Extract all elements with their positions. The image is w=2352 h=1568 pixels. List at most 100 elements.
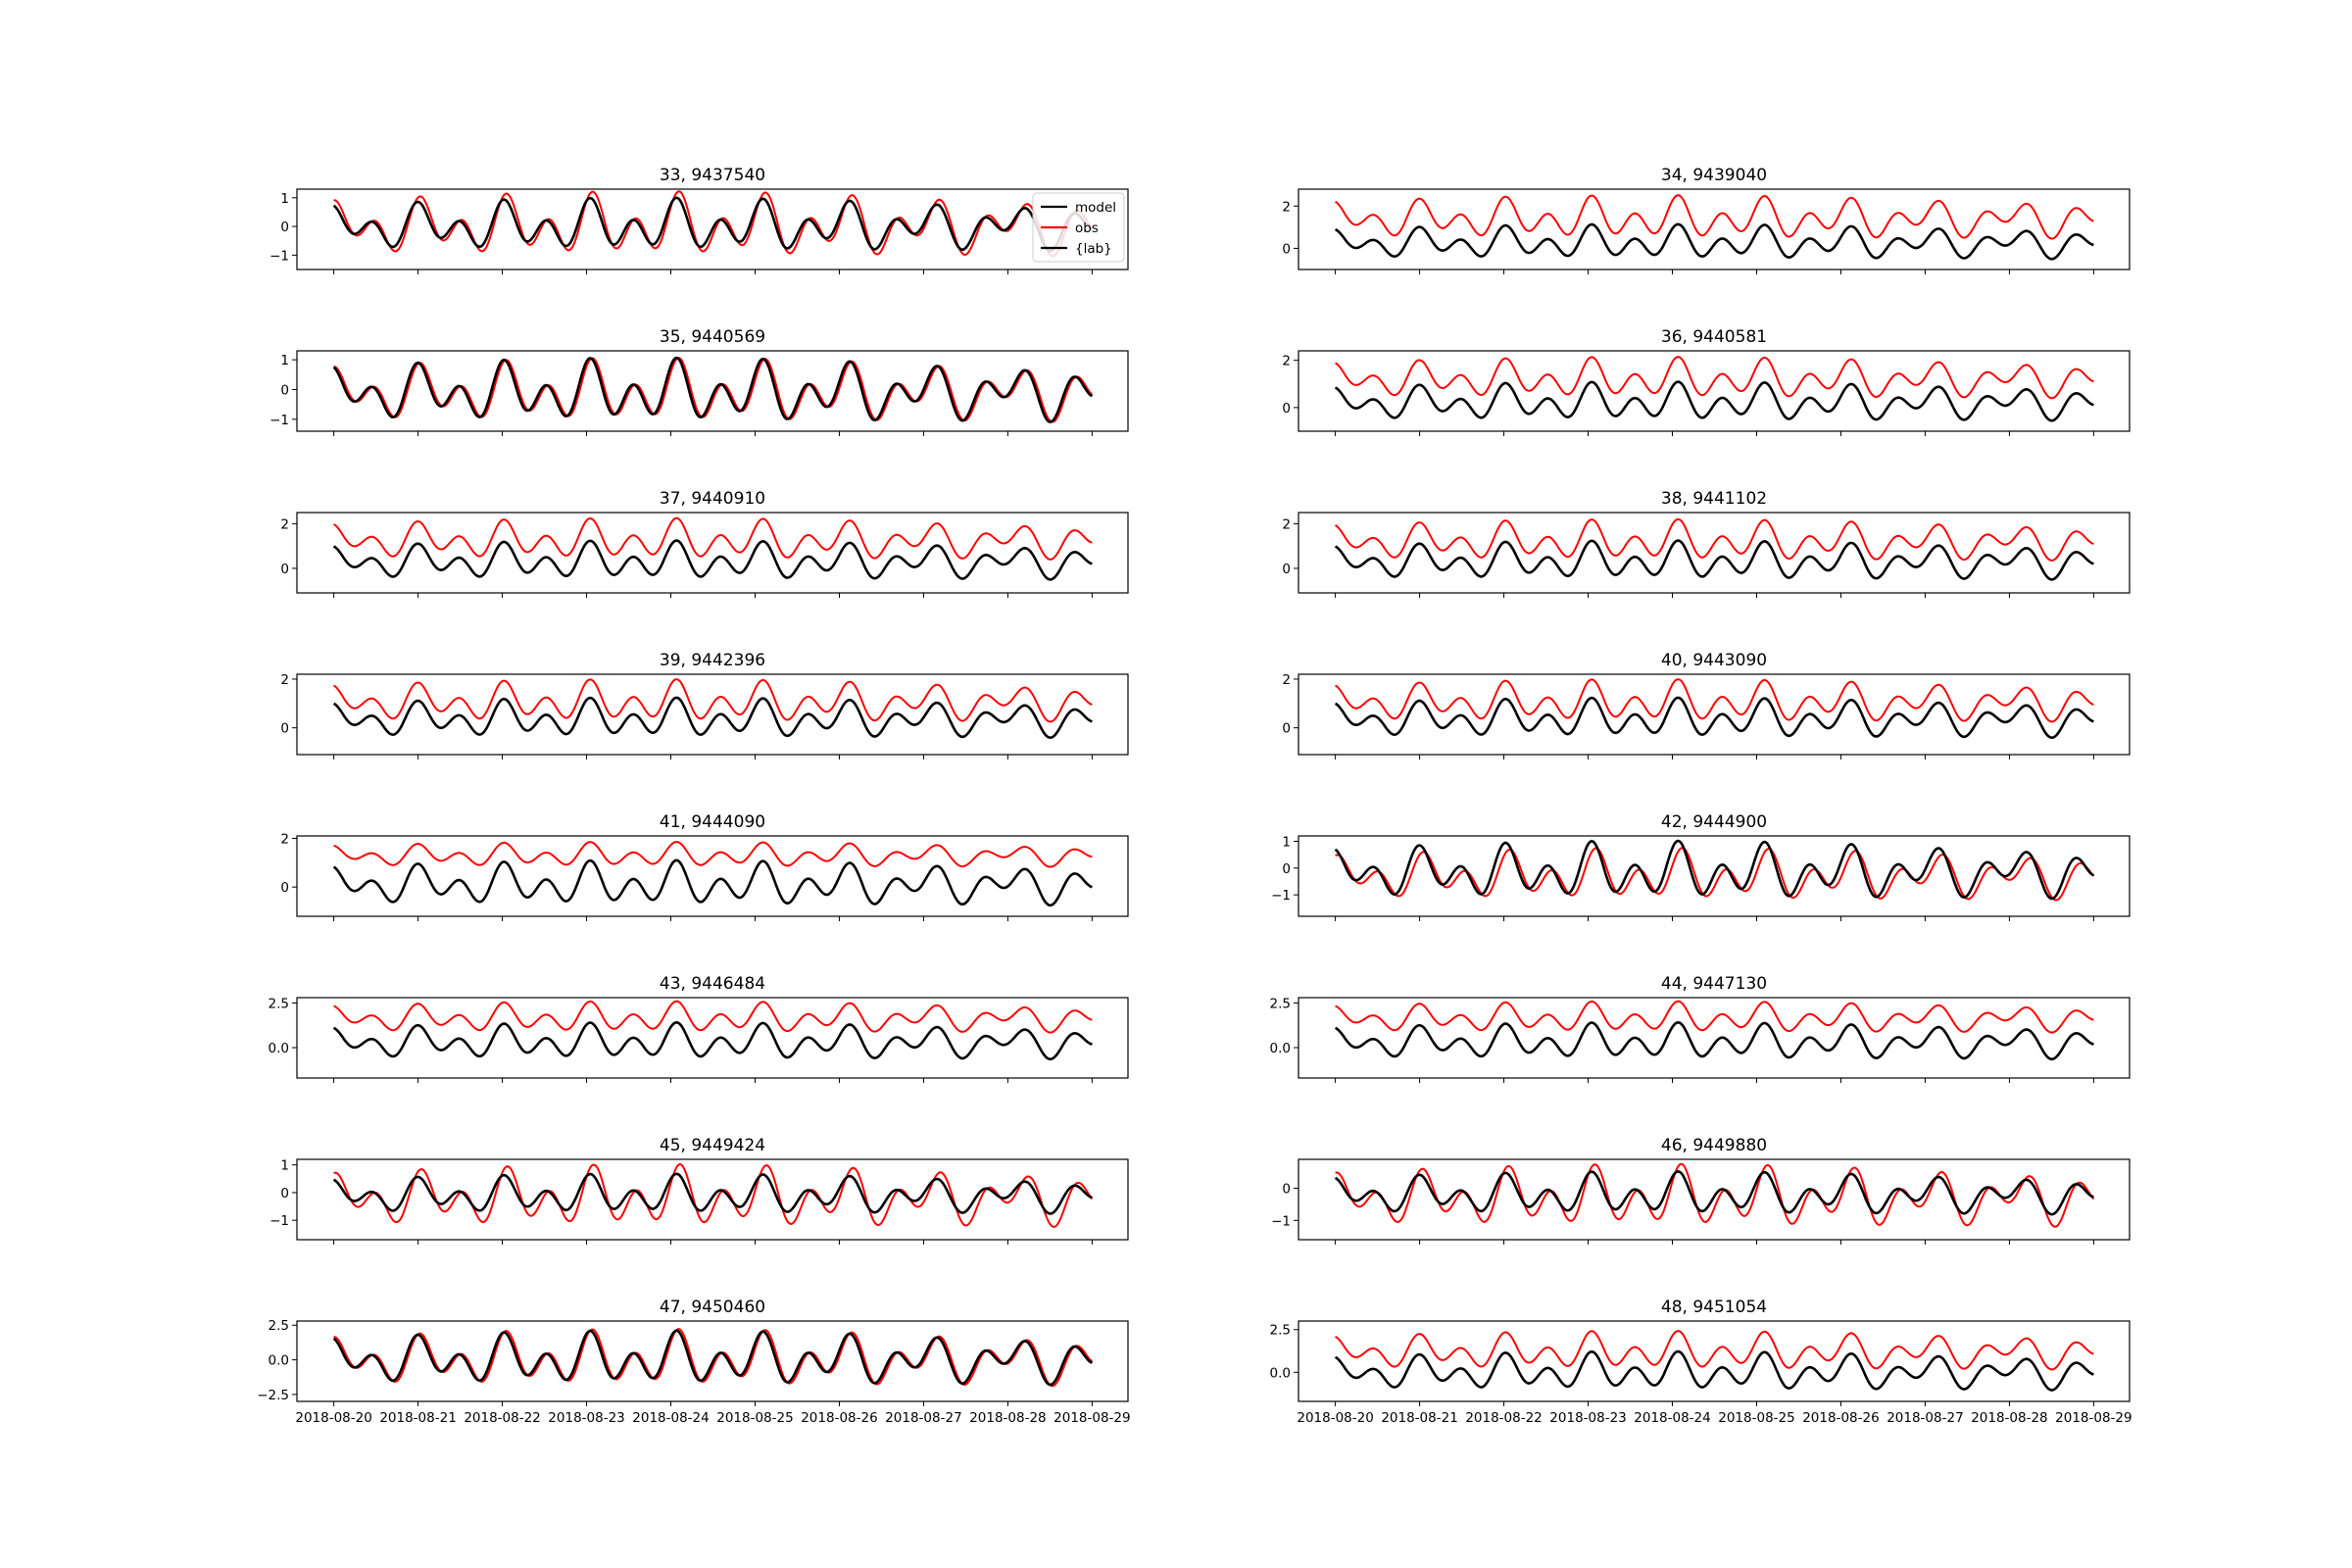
y-tick-label: 2.5 <box>269 996 289 1011</box>
x-tick-label: 2018-08-21 <box>379 1410 456 1426</box>
y-tick-label: 0.0 <box>1270 1365 1291 1381</box>
y-tick-label: 1 <box>1282 834 1291 850</box>
y-tick-label: 2 <box>280 831 289 847</box>
x-tick-label: 2018-08-24 <box>632 1410 709 1426</box>
subplot-5: 37, 9440910 2 0 <box>280 489 1129 598</box>
subplot-13: 45, 9449424 1 0 −1 <box>270 1136 1129 1245</box>
axes-frame <box>296 350 1129 432</box>
subplot-4: 36, 9440581 2 0 <box>1282 327 2131 436</box>
series-obs <box>1335 847 2095 902</box>
series-model <box>332 1172 1093 1215</box>
subplot-9: 41, 9444090 2 0 <box>280 812 1129 921</box>
axes-frame <box>296 1320 1129 1402</box>
y-tick-label: −1 <box>270 413 289 428</box>
x-tick-label: 2018-08-28 <box>969 1410 1046 1426</box>
y-tick-label: 1 <box>280 1158 289 1174</box>
series-model <box>332 1020 1093 1061</box>
axes-frame <box>1298 673 2131 756</box>
x-tick-label: 2018-08-25 <box>716 1410 793 1426</box>
subplot-16: 48, 9451054 2.5 0.0 2018-08-20 2018-08-21 201… <box>1270 1298 2132 1426</box>
y-tick-label: 0 <box>280 562 289 577</box>
series-obs <box>1335 1162 2095 1228</box>
y-tick-label: −1 <box>1271 888 1291 904</box>
axes-frame <box>296 188 1129 270</box>
legend-frame <box>1032 192 1125 263</box>
y-tick-label: 0 <box>280 382 289 398</box>
subplot-title: 33, 9437540 <box>660 166 765 185</box>
x-tick-label: 2018-08-27 <box>885 1410 961 1426</box>
subplot-11: 43, 9446484 2.5 0.0 <box>269 974 1129 1083</box>
series-obs <box>1335 356 2094 400</box>
subplot-title: 35, 9440569 <box>660 327 765 347</box>
subplot-2: 34, 9439040 2 0 <box>1282 166 2131 274</box>
y-tick-label: 0 <box>1282 721 1291 737</box>
y-tick-label: 2.5 <box>1270 1323 1291 1339</box>
series-obs <box>333 1000 1093 1034</box>
x-tick-label: 2018-08-24 <box>1634 1410 1710 1426</box>
subplot-title: 46, 9449880 <box>1661 1136 1767 1155</box>
axes-frame <box>296 512 1129 594</box>
series-obs <box>1335 1000 2094 1034</box>
y-tick-label: 0.0 <box>269 1041 289 1056</box>
series-model <box>1334 222 2094 261</box>
subplot-title: 44, 9447130 <box>1661 974 1767 994</box>
y-tick-label: 0 <box>280 220 289 235</box>
series-obs <box>1335 194 2094 240</box>
axes-frame <box>1298 835 2131 917</box>
subplot-3: 35, 9440569 1 0 −1 <box>270 327 1129 436</box>
y-tick-label: −1 <box>270 1213 289 1229</box>
subplot-title: 37, 9440910 <box>660 489 765 509</box>
y-tick-label: 2.5 <box>1270 996 1291 1011</box>
subplot-title: 40, 9443090 <box>1661 651 1767 670</box>
axes-frame <box>1298 512 2131 594</box>
y-tick-label: 0 <box>1282 861 1291 877</box>
subplot-title: 36, 9440581 <box>1661 327 1767 347</box>
x-tick-label: 2018-08-28 <box>1971 1410 2047 1426</box>
y-tick-label: 0 <box>1282 562 1291 577</box>
subplot-title: 42, 9444900 <box>1661 812 1767 832</box>
axes-frame <box>1298 1320 2131 1402</box>
x-tick-label: 2018-08-29 <box>1054 1410 1130 1426</box>
series-model <box>1334 1170 2094 1216</box>
x-tick-label: 2018-08-27 <box>1886 1410 1963 1426</box>
series-obs <box>1335 678 2094 723</box>
y-tick-label: 2 <box>280 516 289 532</box>
subplot-10: 42, 9444900 1 0 −1 <box>1271 812 2131 921</box>
series-model <box>332 696 1093 740</box>
x-tick-label: 2018-08-20 <box>295 1410 371 1426</box>
y-tick-label: 0 <box>1282 1182 1291 1198</box>
series-model <box>1334 380 2094 422</box>
x-tick-label: 2018-08-22 <box>464 1410 540 1426</box>
series-model <box>1334 1020 2094 1061</box>
axes-frame <box>296 835 1129 917</box>
y-tick-label: −1 <box>1271 1213 1291 1229</box>
series-model <box>332 858 1093 907</box>
series-obs <box>333 678 1093 723</box>
subplot-title: 41, 9444090 <box>660 812 765 832</box>
y-tick-label: 1 <box>280 353 289 368</box>
y-tick-label: 2 <box>1282 199 1291 215</box>
subplot-6: 38, 9441102 2 0 <box>1282 489 2131 598</box>
series-model <box>332 356 1094 423</box>
y-tick-label: 1 <box>280 191 289 207</box>
subplot-8: 40, 9443090 2 0 <box>1282 651 2131 760</box>
y-tick-label: 0.0 <box>1270 1041 1291 1056</box>
series-obs <box>333 841 1093 868</box>
subplot-7: 39, 9442396 2 0 <box>280 651 1129 760</box>
axes-frame <box>1298 188 2131 270</box>
y-tick-label: 0 <box>280 880 289 896</box>
subplot-title: 38, 9441102 <box>1661 489 1767 509</box>
legend-label: model <box>1075 200 1116 216</box>
x-tick-label: 2018-08-25 <box>1718 1410 1794 1426</box>
x-tick-label: 2018-08-26 <box>801 1410 877 1426</box>
series-model <box>1334 1349 2094 1392</box>
y-tick-label: −1 <box>270 248 289 264</box>
axes-frame <box>296 1158 1129 1241</box>
x-tick-label: 2018-08-29 <box>2055 1410 2132 1426</box>
legend-label: {lab} <box>1075 241 1112 257</box>
series-obs <box>1335 1330 2094 1371</box>
x-tick-label: 2018-08-20 <box>1297 1410 1373 1426</box>
x-tick-label: 2018-08-23 <box>548 1410 624 1426</box>
x-tick-label: 2018-08-26 <box>1802 1410 1879 1426</box>
y-tick-label: 2 <box>1282 516 1291 532</box>
